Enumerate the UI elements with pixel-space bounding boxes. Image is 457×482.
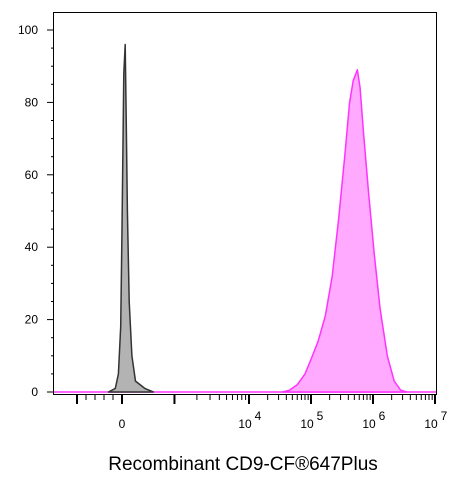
y-tick-label: 60 [25,168,39,182]
y-tick-label: 80 [25,95,39,109]
y-tick-label: 0 [31,385,38,399]
x-tick-exponent: 5 [317,409,324,423]
y-tick-label: 100 [18,23,38,37]
x-tick-label: 10 [300,417,314,431]
plot-fills [54,43,436,393]
y-tick-label: 40 [25,240,39,254]
x-axis-label: Recombinant CD9-CF®647Plus [108,454,378,475]
x-tick-label: 10 [424,417,438,431]
x-tick-label: 10 [362,417,376,431]
x-tick-label: 0 [119,417,126,431]
histogram-series-2 [281,69,408,393]
x-tick-exponent: 7 [441,409,448,423]
x-tick-exponent: 4 [255,409,262,423]
x-tick-exponent: 6 [379,409,386,423]
plot-frame [53,12,437,395]
y-tick-label: 20 [25,313,39,327]
histogram-series-1 [107,43,155,393]
x-tick-label: 10 [238,417,252,431]
y-axis: 0 20 40 60 80 100 [18,23,54,399]
